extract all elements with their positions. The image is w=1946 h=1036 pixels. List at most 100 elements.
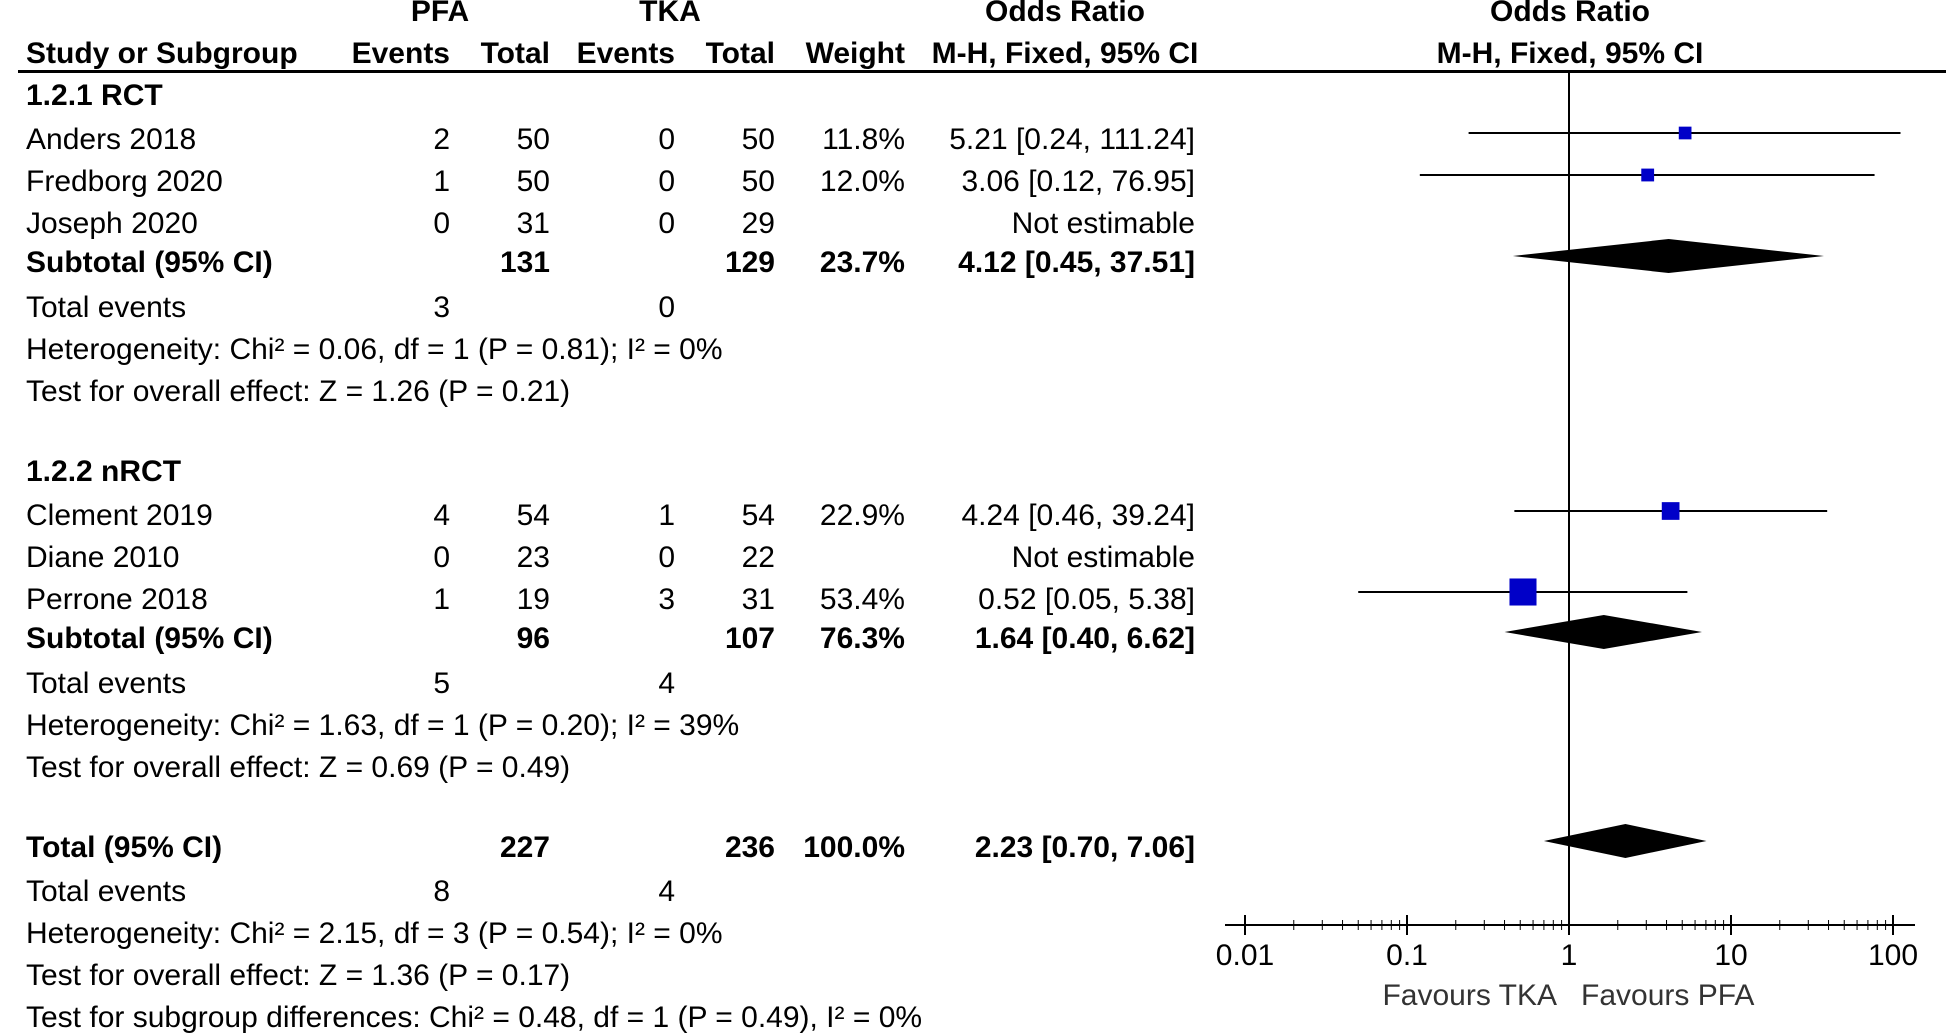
pooled-estimate-diamond bbox=[1543, 824, 1707, 858]
weight: 11.8% bbox=[822, 123, 905, 156]
weight-header: Weight bbox=[805, 37, 905, 70]
total-label: Total (95% CI) bbox=[26, 831, 223, 864]
odds-ratio: 5.21 [0.24, 111.24] bbox=[949, 123, 1195, 156]
total-total1: 227 bbox=[499, 831, 550, 864]
total2: 54 bbox=[741, 499, 775, 532]
total-odds-ratio: 2.23 [0.70, 7.06] bbox=[974, 831, 1195, 864]
subtotal-odds-ratio: 4.12 [0.45, 37.51] bbox=[958, 246, 1195, 279]
total1-header: Total bbox=[480, 37, 550, 70]
events2: 0 bbox=[658, 123, 675, 156]
study-point-marker bbox=[1509, 578, 1537, 606]
total-weight: 100.0% bbox=[803, 831, 905, 864]
odds-ratio: 0.52 [0.05, 5.38] bbox=[978, 583, 1195, 616]
events1: 0 bbox=[433, 541, 450, 574]
overall-effect-text: Test for overall effect: Z = 1.36 (P = 0… bbox=[26, 959, 571, 992]
heterogeneity-text: Heterogeneity: Chi² = 2.15, df = 3 (P = … bbox=[26, 917, 723, 950]
heterogeneity-text: Heterogeneity: Chi² = 1.63, df = 1 (P = … bbox=[26, 709, 740, 742]
subtotal-odds-ratio: 1.64 [0.40, 6.62] bbox=[974, 622, 1195, 655]
events2: 3 bbox=[658, 583, 675, 616]
study-name: Diane 2010 bbox=[26, 541, 180, 574]
total2-header: Total bbox=[705, 37, 775, 70]
events1: 1 bbox=[433, 583, 450, 616]
pooled-estimate-diamond bbox=[1512, 239, 1825, 273]
plot-title: Odds Ratio bbox=[1489, 0, 1650, 28]
study-column-header: Study or Subgroup bbox=[26, 37, 298, 70]
total1: 19 bbox=[516, 583, 550, 616]
total1: 50 bbox=[516, 123, 550, 156]
total-events-e2: 4 bbox=[658, 667, 675, 700]
x-tick-label: 1 bbox=[1561, 939, 1578, 972]
or-method-header: M-H, Fixed, 95% CI bbox=[931, 37, 1199, 70]
header-divider bbox=[18, 70, 1946, 73]
events2: 0 bbox=[658, 207, 675, 240]
total2: 31 bbox=[741, 583, 775, 616]
weight: 12.0% bbox=[819, 165, 905, 198]
subtotal-total1: 96 bbox=[516, 622, 550, 655]
x-tick-label: 10 bbox=[1714, 939, 1747, 972]
overall-effect-text: Test for overall effect: Z = 1.26 (P = 0… bbox=[26, 375, 571, 408]
favours-right-label: Favours PFA bbox=[1581, 979, 1754, 1012]
subtotal-weight: 23.7% bbox=[819, 246, 905, 279]
odds-ratio: Not estimable bbox=[1011, 207, 1195, 240]
total1: 23 bbox=[516, 541, 550, 574]
odds-ratio: 3.06 [0.12, 76.95] bbox=[961, 165, 1195, 198]
total1: 31 bbox=[516, 207, 550, 240]
total-events-e1: 5 bbox=[433, 667, 450, 700]
weight: 22.9% bbox=[819, 499, 905, 532]
total-events-label: Total events bbox=[26, 667, 187, 700]
subtotal-weight: 76.3% bbox=[819, 622, 905, 655]
study-name: Joseph 2020 bbox=[26, 207, 198, 240]
study-name: Anders 2018 bbox=[26, 123, 197, 156]
weight: 53.4% bbox=[819, 583, 905, 616]
group2-header: TKA bbox=[639, 0, 701, 28]
total-events-e1: 3 bbox=[433, 291, 450, 324]
study-name: Clement 2019 bbox=[26, 499, 213, 532]
x-tick-label: 0.01 bbox=[1216, 939, 1274, 972]
subtotal-total2: 129 bbox=[724, 246, 775, 279]
total1: 50 bbox=[516, 165, 550, 198]
total-events-e2: 4 bbox=[658, 875, 675, 908]
total1: 54 bbox=[516, 499, 550, 532]
x-tick-label: 100 bbox=[1868, 939, 1918, 972]
odds-ratio: Not estimable bbox=[1011, 541, 1195, 574]
events2: 0 bbox=[658, 165, 675, 198]
events1: 2 bbox=[433, 123, 450, 156]
total2: 50 bbox=[741, 165, 775, 198]
total2: 29 bbox=[741, 207, 775, 240]
study-point-marker bbox=[1661, 502, 1680, 520]
total-events-label: Total events bbox=[26, 875, 187, 908]
overall-effect-text: Test for overall effect: Z = 0.69 (P = 0… bbox=[26, 751, 571, 784]
subgroup-label: 1.2.1 RCT bbox=[26, 79, 163, 112]
study-name: Fredborg 2020 bbox=[26, 165, 223, 198]
events2: 0 bbox=[658, 541, 675, 574]
total-events-label: Total events bbox=[26, 291, 187, 324]
group1-header: PFA bbox=[410, 0, 470, 28]
subtotal-total1: 131 bbox=[499, 246, 550, 279]
pooled-estimate-diamond bbox=[1504, 615, 1702, 649]
events1: 1 bbox=[433, 165, 450, 198]
subtotal-label: Subtotal (95% CI) bbox=[26, 246, 273, 279]
odds-ratio: 4.24 [0.46, 39.24] bbox=[961, 499, 1195, 532]
subtotal-total2: 107 bbox=[724, 622, 775, 655]
or-column-title: Odds Ratio bbox=[984, 0, 1145, 28]
total2: 50 bbox=[741, 123, 775, 156]
total2: 22 bbox=[741, 541, 775, 574]
events2-header: Events bbox=[576, 37, 675, 70]
total-total2: 236 bbox=[724, 831, 775, 864]
events1: 4 bbox=[433, 499, 450, 532]
favours-left-label: Favours TKA bbox=[1382, 979, 1557, 1012]
total-events-e1: 8 bbox=[433, 875, 450, 908]
events1-header: Events bbox=[351, 37, 450, 70]
heterogeneity-text: Heterogeneity: Chi² = 0.06, df = 1 (P = … bbox=[26, 333, 723, 366]
events1: 0 bbox=[433, 207, 450, 240]
subgroup-differences-text: Test for subgroup differences: Chi² = 0.… bbox=[26, 1001, 923, 1034]
subtotal-label: Subtotal (95% CI) bbox=[26, 622, 273, 655]
subgroup-label: 1.2.2 nRCT bbox=[26, 455, 182, 488]
study-point-marker bbox=[1678, 126, 1692, 140]
study-name: Perrone 2018 bbox=[26, 583, 208, 616]
events2: 1 bbox=[658, 499, 675, 532]
study-point-marker bbox=[1641, 168, 1655, 182]
x-tick-label: 0.1 bbox=[1386, 939, 1428, 972]
total-events-e2: 0 bbox=[658, 291, 675, 324]
